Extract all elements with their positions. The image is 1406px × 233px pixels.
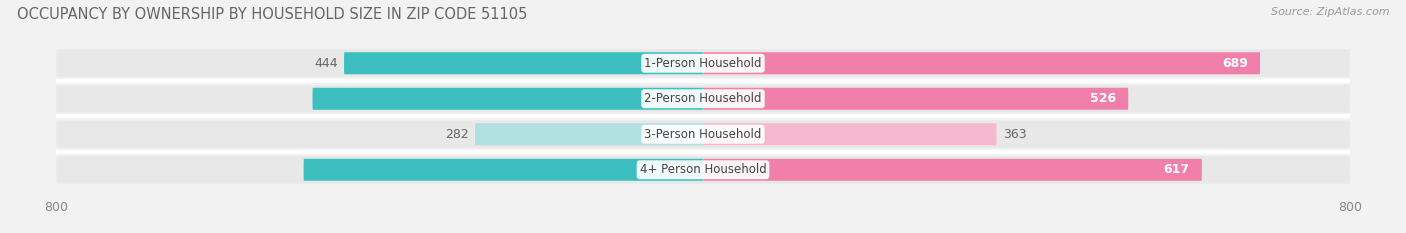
FancyBboxPatch shape [703, 88, 1128, 110]
Text: 483: 483 [665, 92, 690, 105]
Text: 4+ Person Household: 4+ Person Household [640, 163, 766, 176]
Text: OCCUPANCY BY OWNERSHIP BY HOUSEHOLD SIZE IN ZIP CODE 51105: OCCUPANCY BY OWNERSHIP BY HOUSEHOLD SIZE… [17, 7, 527, 22]
FancyBboxPatch shape [344, 52, 703, 74]
FancyBboxPatch shape [703, 123, 997, 145]
Text: 363: 363 [1002, 128, 1026, 141]
FancyBboxPatch shape [703, 52, 1260, 74]
Text: 494: 494 [665, 163, 690, 176]
FancyBboxPatch shape [56, 85, 1350, 113]
FancyBboxPatch shape [312, 88, 703, 110]
FancyBboxPatch shape [56, 49, 1350, 77]
Text: 617: 617 [1164, 163, 1189, 176]
Text: 444: 444 [314, 57, 337, 70]
Text: 2-Person Household: 2-Person Household [644, 92, 762, 105]
FancyBboxPatch shape [56, 120, 1350, 148]
FancyBboxPatch shape [703, 159, 1202, 181]
FancyBboxPatch shape [56, 156, 1350, 184]
Text: 526: 526 [1090, 92, 1116, 105]
Text: 3-Person Household: 3-Person Household [644, 128, 762, 141]
Text: 689: 689 [1222, 57, 1249, 70]
Text: Source: ZipAtlas.com: Source: ZipAtlas.com [1271, 7, 1389, 17]
Text: 282: 282 [444, 128, 468, 141]
FancyBboxPatch shape [304, 159, 703, 181]
FancyBboxPatch shape [475, 123, 703, 145]
Text: 1-Person Household: 1-Person Household [644, 57, 762, 70]
